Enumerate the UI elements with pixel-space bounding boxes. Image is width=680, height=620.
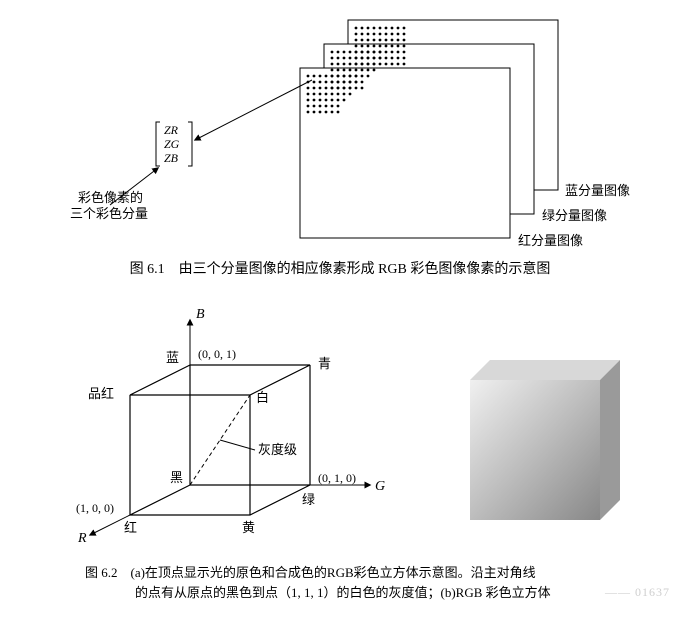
axis-B: B: [196, 307, 205, 322]
component-planes: 蓝分量图像 绿分量图像 红分量图像: [300, 20, 630, 248]
label-green-plane: 绿分量图像: [542, 208, 607, 223]
fig62-caption-b: 的点有从原点的黑色到点（1, 1, 1）的白色的灰度值；(b)RGB 彩色立方体: [135, 582, 655, 601]
vec-zr: ZR: [164, 123, 179, 137]
page: 蓝分量图像 绿分量图像 红分量图像 ZR ZG ZB 彩色像素的 三个彩色分量 …: [0, 0, 680, 620]
fig62-caption-a: 图 6.2 (a)在顶点显示光的原色和合成色的RGB彩色立方体示意图。沿主对角线: [85, 562, 645, 581]
gray-line-label: 灰度级: [258, 442, 297, 457]
watermark: —— 01637: [605, 585, 670, 600]
lbl-green: 绿: [302, 492, 315, 507]
vec-zb: ZB: [164, 151, 179, 165]
lbl-black: 黑: [170, 470, 183, 485]
coord-blue: (0, 0, 1): [198, 347, 236, 361]
axis-R: R: [77, 531, 87, 546]
cube-top: [470, 360, 620, 380]
axis-G: G: [375, 479, 385, 494]
side-note-2: 三个彩色分量: [70, 206, 148, 221]
lbl-white: 白: [256, 390, 269, 405]
lbl-cyan: 青: [318, 356, 331, 371]
label-blue-plane: 蓝分量图像: [565, 183, 630, 198]
fig61-caption: 图 6.1 由三个分量图像的相应像素形成 RGB 彩色图像像素的示意图: [0, 258, 680, 278]
lbl-blue: 蓝: [166, 350, 179, 365]
lbl-red: 红: [124, 520, 137, 535]
pixel-vector: ZR ZG ZB: [156, 122, 192, 166]
label-red-plane: 红分量图像: [518, 233, 583, 248]
side-note-1: 彩色像素的: [78, 190, 143, 205]
lbl-magenta: 品红: [88, 386, 114, 401]
lbl-yellow: 黄: [242, 520, 255, 535]
vec-zg: ZG: [164, 137, 180, 151]
fig-6-2a-svg: 灰度级 B G R 蓝 (0, 0, 1) 青 品红 白 黑 绿 (0, 1, …: [70, 290, 440, 560]
coord-red: (1, 0, 0): [76, 501, 114, 515]
fig-6-2b-svg: [440, 350, 630, 540]
coord-green: (0, 1, 0): [318, 471, 356, 485]
cube-side: [600, 360, 620, 520]
fig-6-1-svg: 蓝分量图像 绿分量图像 红分量图像 ZR ZG ZB 彩色像素的 三个彩色分量: [0, 0, 680, 260]
